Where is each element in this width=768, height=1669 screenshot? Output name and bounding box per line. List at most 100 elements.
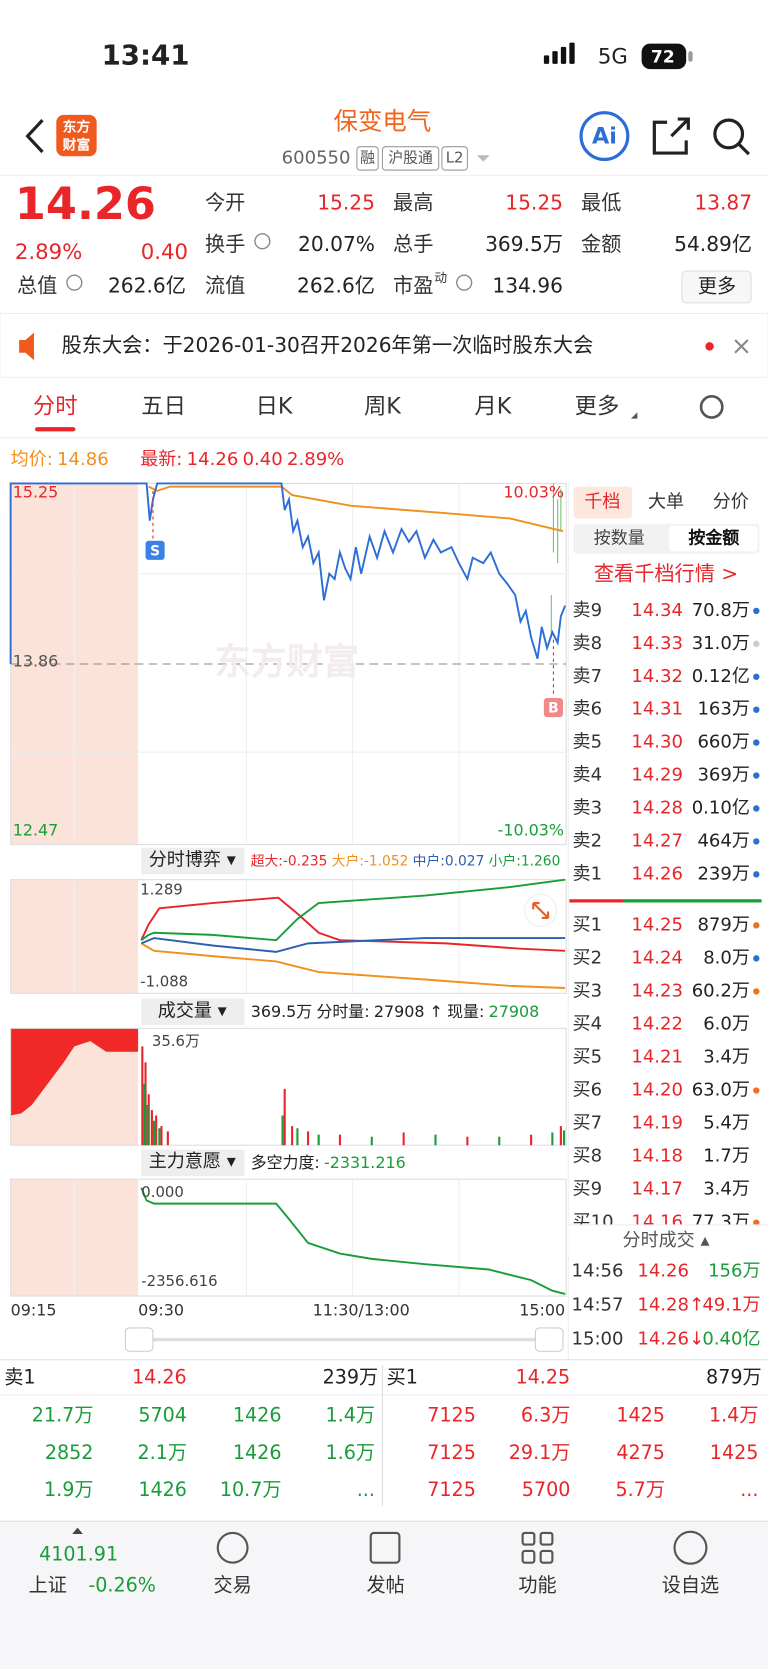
period-tab[interactable]: 日K bbox=[256, 393, 294, 419]
trade-volume: 156万 bbox=[708, 1261, 761, 1282]
tick-cell: 5704 bbox=[138, 1404, 187, 1427]
scroll-handle[interactable] bbox=[124, 1327, 154, 1352]
mode-active bbox=[669, 525, 758, 552]
tick-cell: ... bbox=[740, 1478, 758, 1501]
volume-label: 现量: bbox=[447, 1002, 484, 1021]
period-tab[interactable]: 分时 bbox=[33, 393, 78, 419]
tick-cell: 21.7万 bbox=[32, 1404, 94, 1427]
level-volume: 3.4万 bbox=[703, 1179, 750, 1200]
tick-cell: 1.4万 bbox=[325, 1404, 375, 1427]
depth-tab[interactable]: 分价 bbox=[713, 492, 749, 513]
depth-tab[interactable]: 大单 bbox=[648, 492, 684, 513]
field-label: 最低 bbox=[581, 191, 621, 215]
field-value: 15.25 bbox=[505, 191, 563, 215]
legend-item: 中户:0.027 bbox=[413, 853, 485, 870]
depth-mode[interactable]: 按数量 bbox=[594, 529, 645, 549]
notice-bar[interactable] bbox=[0, 312, 768, 378]
level-dot bbox=[753, 673, 760, 680]
nav-item[interactable]: 发帖 bbox=[366, 1574, 404, 1597]
nav-bar bbox=[0, 1521, 768, 1669]
nav-item[interactable]: 交易 bbox=[214, 1574, 252, 1597]
level-price: 14.25 bbox=[631, 914, 683, 935]
trades-header bbox=[568, 1224, 768, 1257]
level-label: 买5 bbox=[573, 1046, 603, 1067]
tag-box bbox=[356, 146, 379, 171]
price-chart: 东方财富 bbox=[9, 482, 567, 846]
code-caret[interactable] bbox=[476, 155, 490, 162]
field-value: 262.6亿 bbox=[108, 273, 186, 297]
field-label: 最高 bbox=[393, 191, 433, 215]
share-button[interactable] bbox=[652, 117, 690, 155]
indicator-name[interactable]: 主力意愿 ▾ bbox=[149, 1151, 236, 1172]
field-value: 134.96 bbox=[492, 273, 563, 297]
index-name[interactable]: 上证 bbox=[29, 1574, 67, 1597]
ai-button[interactable] bbox=[579, 111, 630, 162]
level-label: 买4 bbox=[573, 1013, 603, 1034]
index-pct[interactable]: -0.26% bbox=[88, 1574, 156, 1597]
depth-link[interactable]: 查看千档行情 > bbox=[594, 561, 738, 585]
field-sup: 动 bbox=[434, 271, 447, 286]
field-label: 总值 bbox=[17, 273, 57, 297]
search-button[interactable] bbox=[713, 118, 745, 150]
period-tab[interactable]: 更多 bbox=[575, 393, 620, 419]
tick-cell: 1.9万 bbox=[44, 1478, 93, 1501]
scroll-handle[interactable] bbox=[534, 1327, 564, 1352]
tick-cell: 1426 bbox=[233, 1441, 282, 1464]
more-caret bbox=[630, 412, 638, 419]
time-label: 15:00 bbox=[519, 1300, 565, 1319]
level-volume: 464万 bbox=[697, 830, 750, 851]
level-price: 14.33 bbox=[631, 633, 683, 654]
latest-pct: 2.89% bbox=[287, 449, 344, 470]
tick-cell: 7125 bbox=[427, 1441, 476, 1464]
level-volume: 369万 bbox=[697, 765, 750, 786]
close-button[interactable] bbox=[734, 339, 749, 354]
tick-cell: 6.3万 bbox=[521, 1404, 571, 1427]
trades-title[interactable]: 分时成交 ▴ bbox=[623, 1230, 710, 1251]
logo-text: 财富 bbox=[63, 137, 91, 154]
tick-cell: 7125 bbox=[427, 1478, 476, 1501]
level-volume: 879万 bbox=[697, 914, 750, 935]
more-button[interactable] bbox=[681, 270, 752, 304]
time-label: 09:15 bbox=[11, 1300, 57, 1319]
nav-item[interactable]: 功能 bbox=[518, 1574, 556, 1597]
level-price: 14.23 bbox=[631, 980, 683, 1001]
index-value[interactable]: 4101.91 bbox=[39, 1543, 118, 1566]
nav-item[interactable]: 设自选 bbox=[662, 1574, 719, 1597]
level-price: 14.18 bbox=[631, 1146, 683, 1167]
period-tab[interactable]: 五日 bbox=[141, 393, 186, 419]
level-volume: 0.12亿 bbox=[692, 666, 750, 687]
ai-label[interactable]: Ai bbox=[592, 124, 617, 150]
change: 0.40 bbox=[141, 240, 188, 265]
speaker-icon bbox=[19, 332, 34, 361]
tick-cell: ... bbox=[357, 1478, 375, 1501]
svg-text:东方财富: 东方财富 bbox=[215, 640, 359, 683]
latest-label: 最新: bbox=[140, 449, 182, 470]
level-dot bbox=[753, 1087, 760, 1094]
level-dot bbox=[753, 739, 760, 746]
period-tab[interactable]: 月K bbox=[474, 393, 512, 419]
game-chart bbox=[10, 847, 567, 994]
indicator-name[interactable]: 成交量 ▾ bbox=[158, 1000, 227, 1021]
depth-mode[interactable]: 按金额 bbox=[688, 528, 739, 549]
battery-tip bbox=[688, 51, 693, 62]
level-dot bbox=[753, 1219, 760, 1225]
indicator-name[interactable]: 分时博弈 ▾ bbox=[149, 850, 236, 871]
more-label[interactable]: 更多 bbox=[698, 274, 736, 297]
time-label: 09:30 bbox=[138, 1300, 184, 1319]
back-button[interactable] bbox=[25, 119, 44, 154]
unread-dot bbox=[705, 342, 714, 351]
volume-chart bbox=[10, 998, 567, 1146]
level-price: 14.21 bbox=[631, 1046, 683, 1067]
level-volume: 77.3万 bbox=[692, 1212, 750, 1233]
nav-icons bbox=[216, 1530, 708, 1565]
period-tab[interactable]: 周K bbox=[364, 393, 402, 419]
notice-text[interactable]: 股东大会：于2026-01-30召开2026年第一次临时股东大会 bbox=[62, 333, 594, 357]
depth-tab[interactable]: 千档 bbox=[584, 492, 620, 513]
level-price: 14.31 bbox=[631, 699, 683, 720]
axis-label: 15.25 bbox=[13, 482, 59, 501]
time-label: 11:30/13:00 bbox=[313, 1300, 410, 1319]
tick-cell: 2852 bbox=[45, 1441, 94, 1464]
settings-button[interactable] bbox=[699, 394, 724, 419]
